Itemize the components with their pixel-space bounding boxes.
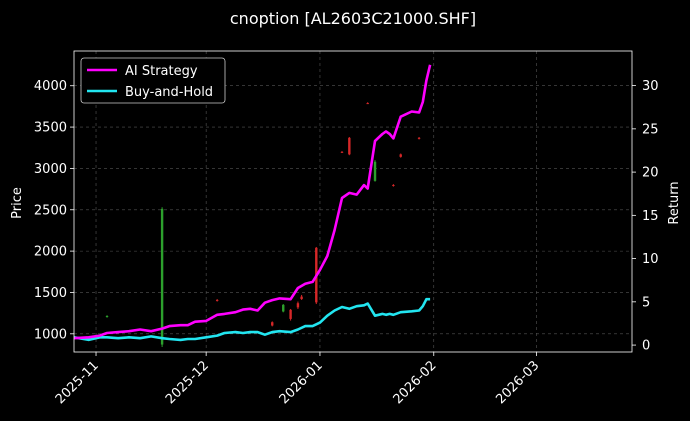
candle-body bbox=[215, 299, 219, 301]
plot-frame bbox=[73, 50, 633, 353]
y-axis-label: Price bbox=[10, 187, 25, 219]
y-tick-label: 3500 bbox=[34, 121, 67, 136]
chart-title: cnoption [AL2603C21000.SHF] bbox=[230, 9, 476, 28]
candle-body bbox=[417, 137, 421, 139]
candle-body bbox=[282, 304, 285, 312]
y2-tick-label: 15 bbox=[642, 209, 659, 224]
legend-label-ai-strategy: AI Strategy bbox=[125, 64, 198, 79]
y2-tick-label: 0 bbox=[642, 339, 650, 354]
series-line-ai-strategy bbox=[73, 64, 432, 340]
y2-tick-label: 5 bbox=[642, 295, 650, 310]
legend-label-buy-and-hold: Buy-and-Hold bbox=[125, 85, 213, 100]
candle-body bbox=[399, 154, 402, 157]
y2-tick-label: 25 bbox=[642, 122, 659, 137]
candle-body bbox=[392, 184, 395, 186]
candle-body bbox=[373, 161, 377, 181]
y-tick-label: 4000 bbox=[34, 79, 67, 94]
left-axis: 1000 1500 2000 2500 3000 3500 4000 bbox=[34, 79, 74, 342]
candle-body bbox=[296, 303, 300, 308]
candle-body bbox=[289, 309, 292, 319]
y-tick-label: 1500 bbox=[34, 286, 67, 301]
y-tick-label: 1000 bbox=[34, 327, 67, 342]
y2-tick-label: 10 bbox=[642, 252, 659, 267]
candle-body bbox=[105, 316, 109, 318]
candle-body bbox=[160, 208, 164, 345]
y-tick-label: 3000 bbox=[34, 162, 67, 177]
y2-tick-label: 30 bbox=[642, 79, 659, 94]
candle-body bbox=[366, 103, 369, 105]
candle-body bbox=[340, 151, 344, 153]
legend: AI Strategy Buy-and-Hold bbox=[80, 57, 226, 104]
y-tick-label: 2000 bbox=[34, 245, 67, 260]
series-lines bbox=[73, 64, 432, 342]
candle-body bbox=[348, 137, 351, 155]
candle-body bbox=[300, 296, 303, 300]
right-axis: 0 5 10 15 20 25 30 bbox=[632, 79, 659, 354]
y2-axis-label: Return bbox=[667, 181, 682, 224]
series-line-buy-and-hold bbox=[73, 297, 431, 342]
y2-tick-label: 20 bbox=[642, 166, 659, 181]
candle-body bbox=[271, 322, 274, 326]
y-tick-label: 2500 bbox=[34, 203, 67, 218]
